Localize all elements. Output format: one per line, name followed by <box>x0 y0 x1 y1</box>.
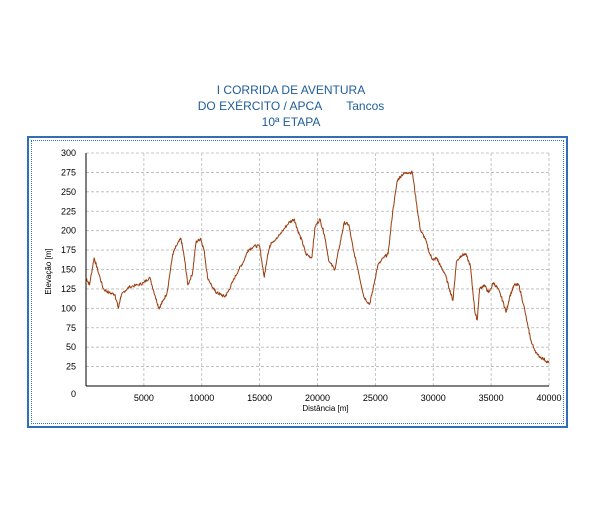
y-tick-label: 200 <box>61 226 76 236</box>
y-tick-label: 150 <box>61 265 76 275</box>
x-tick-label: 30000 <box>421 393 446 403</box>
chart-subtitle: DO EXÉRCITO / APCA <box>197 99 323 113</box>
chart-title-line-2: DO EXÉRCITO / APCA Tancos <box>0 98 587 114</box>
y-tick-label: 175 <box>61 245 76 255</box>
y-tick-label: 225 <box>61 206 76 216</box>
y-tick-label: 250 <box>61 187 76 197</box>
elevation-series-line <box>85 170 550 364</box>
x-tick-label: 20000 <box>305 393 330 403</box>
chart-title-line-1: I CORRIDA DE AVENTURA <box>216 83 366 97</box>
x-tick-label: 25000 <box>363 393 388 403</box>
y-axis-label: Elevação [m] <box>44 248 53 294</box>
x-axis-label: Distância [m] <box>302 404 348 413</box>
chart-title-line-3: 10ª ETAPA <box>261 115 321 129</box>
axis-layer <box>85 153 549 387</box>
y-tick-label: 25 <box>66 362 76 372</box>
grid-layer <box>86 152 550 386</box>
y-tick-label: 300 <box>61 148 76 158</box>
chart-frame-inner <box>31 140 564 424</box>
y-tick-label: 125 <box>61 284 76 294</box>
y-tick-label: 100 <box>61 303 76 313</box>
x-tick-label: 10000 <box>189 393 214 403</box>
x-tick-label: 40000 <box>536 393 561 403</box>
y-tick-label: 75 <box>66 323 76 333</box>
y-tick-label: 50 <box>66 342 76 352</box>
x-tick-label: 5000 <box>134 393 154 403</box>
chart-location: Tancos <box>346 99 385 113</box>
x-tick-label: 35000 <box>479 393 504 403</box>
chart-frame <box>27 136 568 428</box>
tick-labels: 25 50 75 100 125 150 175 200 225 250 275 300 0 5000 10… <box>61 148 562 403</box>
x-tick-label: 15000 <box>247 393 272 403</box>
series-layer <box>85 170 550 364</box>
x-tick-label: 0 <box>71 389 76 399</box>
y-tick-label: 275 <box>61 167 76 177</box>
